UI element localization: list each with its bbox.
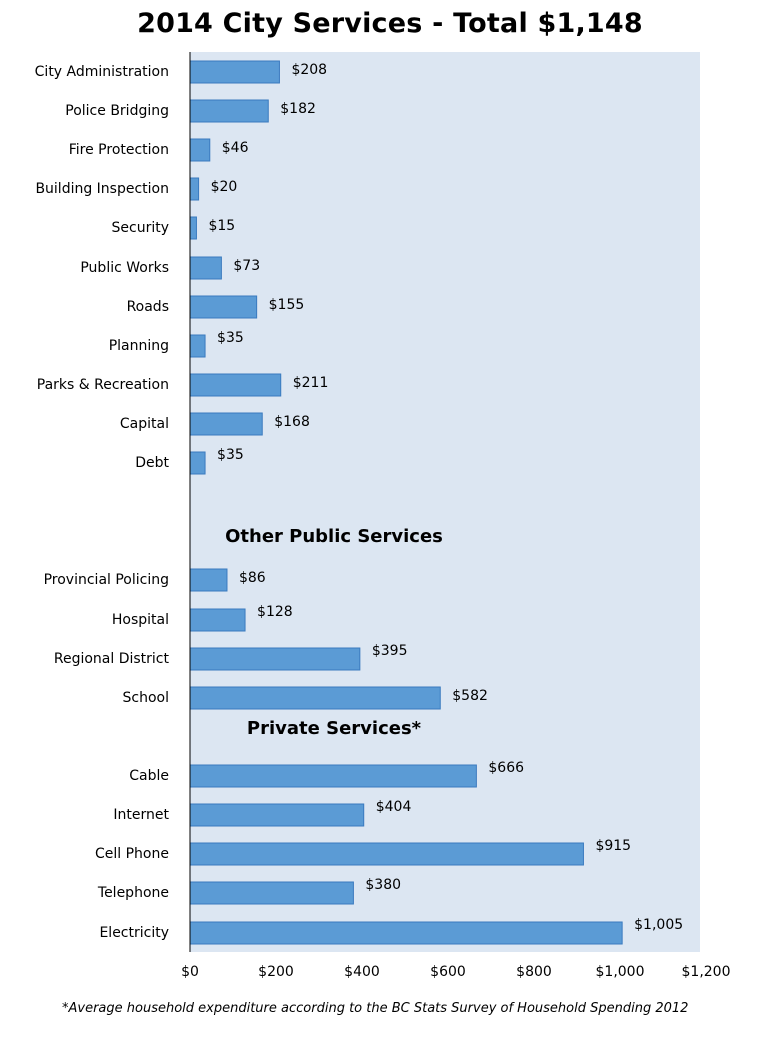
x-tick-label: $0 <box>181 964 199 980</box>
value-label: $1,005 <box>634 917 683 933</box>
category-label: Fire Protection <box>69 142 169 158</box>
category-label: Capital <box>120 416 169 432</box>
value-label: $168 <box>274 414 310 430</box>
group-heading: Other Public Services <box>225 526 443 547</box>
value-label: $211 <box>293 375 329 391</box>
category-label: Cable <box>129 768 169 784</box>
value-label: $208 <box>291 62 327 78</box>
bar <box>189 451 206 475</box>
bar <box>189 803 365 827</box>
bar <box>189 921 623 945</box>
category-label: Building Inspection <box>35 181 169 197</box>
value-label: $395 <box>372 643 408 659</box>
category-label: Provincial Policing <box>44 572 169 588</box>
bar <box>189 608 246 632</box>
value-label: $46 <box>222 140 249 156</box>
bar <box>189 60 280 84</box>
value-label: $380 <box>365 877 401 893</box>
bar <box>189 412 263 436</box>
value-label: $915 <box>595 838 631 854</box>
category-label: Hospital <box>112 612 169 628</box>
value-label: $582 <box>452 688 488 704</box>
x-tick-label: $200 <box>258 964 294 980</box>
value-label: $20 <box>211 179 238 195</box>
value-label: $35 <box>217 330 244 346</box>
value-label: $182 <box>280 101 316 117</box>
category-label: Regional District <box>54 651 170 667</box>
category-label: Public Works <box>80 260 169 276</box>
category-label: City Administration <box>35 64 169 80</box>
group-headings: Other Public Services Private Services* <box>225 526 443 739</box>
bar <box>189 568 228 592</box>
bar <box>189 686 441 710</box>
bar <box>189 295 258 319</box>
category-label: Police Bridging <box>65 103 169 119</box>
bar <box>189 256 222 280</box>
x-tick-label: $600 <box>430 964 466 980</box>
bar <box>189 334 206 358</box>
x-tick-label: $800 <box>516 964 552 980</box>
x-tick-label: $400 <box>344 964 380 980</box>
value-label: $404 <box>376 799 412 815</box>
category-labels: City Administration Police Bridging Fire P… <box>35 64 170 941</box>
category-label: Debt <box>135 455 169 471</box>
value-label: $15 <box>208 218 235 234</box>
value-labels: $208 $182 $46 $20 $15 $73 $155 $35 $211 $168 $35 $8… <box>208 62 683 933</box>
value-label: $666 <box>488 760 524 776</box>
value-label: $35 <box>217 447 244 463</box>
x-tick-label: $1,200 <box>682 964 731 980</box>
x-tick-label: $1,000 <box>596 964 645 980</box>
value-label: $128 <box>257 604 293 620</box>
category-label: School <box>123 690 169 706</box>
value-label: $86 <box>239 570 266 586</box>
category-label: Telephone <box>97 885 169 901</box>
category-label: Cell Phone <box>95 846 169 862</box>
value-label: $73 <box>233 258 260 274</box>
category-label: Planning <box>109 338 169 354</box>
category-label: Internet <box>113 807 169 823</box>
bar <box>189 99 269 123</box>
bar <box>189 842 584 866</box>
chart-title: 2014 City Services - Total $1,148 <box>137 8 643 39</box>
category-label: Parks & Recreation <box>37 377 169 393</box>
value-label: $155 <box>269 297 305 313</box>
category-label: Security <box>112 220 170 236</box>
bars <box>189 60 623 945</box>
bar <box>189 216 197 240</box>
plot-background <box>190 52 700 952</box>
x-axis: $0 $200 $400 $600 $800 $1,000 $1,200 <box>181 52 731 980</box>
bar <box>189 881 354 905</box>
group-heading: Private Services* <box>247 718 422 739</box>
bar <box>189 647 361 671</box>
bar <box>189 138 211 162</box>
bar <box>189 177 200 201</box>
category-label: Roads <box>127 299 169 315</box>
footnote: *Average household expenditure according… <box>62 1001 689 1016</box>
bar <box>189 373 282 397</box>
bar <box>189 764 477 788</box>
category-label: Electricity <box>99 925 169 941</box>
